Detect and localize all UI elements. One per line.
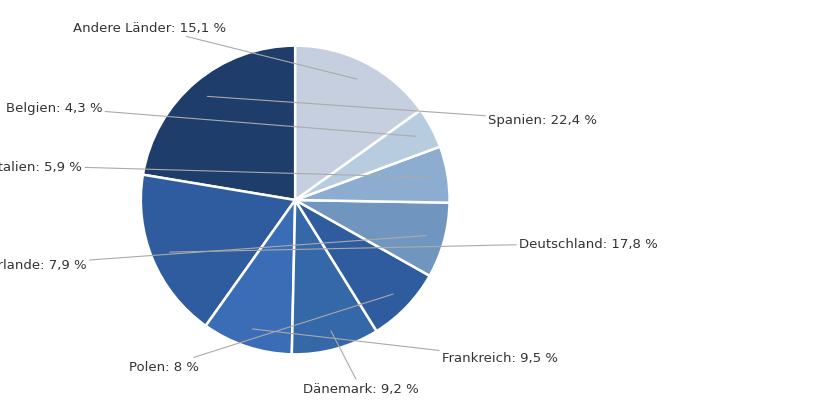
Text: Deutschland: 17,8 %: Deutschland: 17,8 % <box>170 237 657 253</box>
Wedge shape <box>295 47 420 200</box>
Text: Frankreich: 9,5 %: Frankreich: 9,5 % <box>252 329 557 364</box>
Text: Italien: 5,9 %: Italien: 5,9 % <box>0 160 428 178</box>
Text: Niederlande: 7,9 %: Niederlande: 7,9 % <box>0 236 426 271</box>
Wedge shape <box>143 47 295 200</box>
Wedge shape <box>295 111 440 200</box>
Wedge shape <box>295 147 449 203</box>
Wedge shape <box>292 200 376 354</box>
Text: Dänemark: 9,2 %: Dänemark: 9,2 % <box>302 331 419 395</box>
Wedge shape <box>206 200 295 354</box>
Wedge shape <box>141 175 295 326</box>
Wedge shape <box>295 200 429 331</box>
Text: Andere Länder: 15,1 %: Andere Länder: 15,1 % <box>73 22 357 80</box>
Text: Belgien: 4,3 %: Belgien: 4,3 % <box>6 101 414 137</box>
Wedge shape <box>295 200 449 276</box>
Text: Polen: 8 %: Polen: 8 % <box>129 294 393 373</box>
Text: Spanien: 22,4 %: Spanien: 22,4 % <box>207 97 596 127</box>
